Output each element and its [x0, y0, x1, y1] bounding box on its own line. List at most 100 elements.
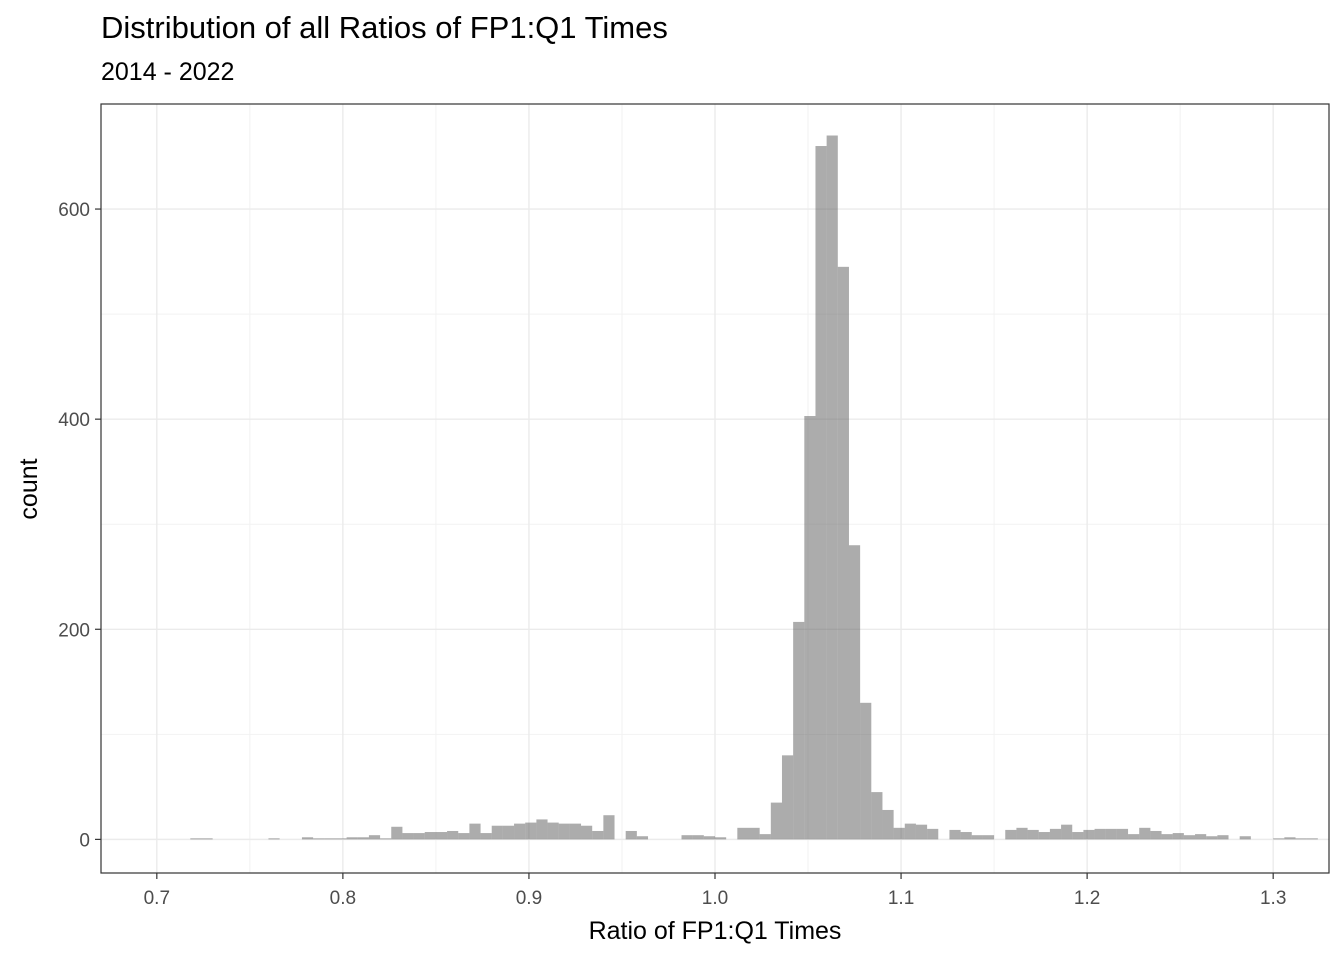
histogram-bar	[1284, 837, 1296, 840]
histogram-bar	[391, 826, 403, 840]
histogram-bar	[848, 545, 861, 840]
histogram-bar	[313, 838, 325, 840]
histogram-bar	[748, 827, 760, 840]
histogram-bar	[793, 621, 805, 840]
x-axis-title: Ratio of FP1:Q1 Times	[589, 917, 842, 945]
y-tick-label: 400	[58, 410, 90, 431]
histogram-bar	[636, 836, 649, 840]
x-tick-label: 1.1	[888, 888, 914, 909]
histogram-bar	[435, 832, 448, 840]
histogram-bar	[1128, 834, 1140, 840]
histogram-bar	[1083, 829, 1095, 840]
chart-subtitle: 2014 - 2022	[101, 58, 235, 86]
histogram-bar	[525, 822, 537, 840]
histogram-bar	[1195, 834, 1207, 840]
histogram-bar	[692, 835, 704, 840]
histogram-bar	[1183, 835, 1196, 840]
histogram-bar	[380, 838, 392, 840]
x-tick-label: 0.9	[516, 888, 542, 909]
histogram-bar	[346, 837, 358, 840]
histogram-bar	[715, 837, 727, 840]
histogram-bar	[547, 822, 559, 840]
histogram-bar	[1273, 838, 1285, 840]
histogram-bar	[1172, 833, 1184, 840]
histogram-bar	[536, 819, 548, 840]
histogram-bar	[837, 266, 849, 840]
histogram-bar	[781, 755, 794, 840]
histogram-bar	[592, 830, 604, 840]
histogram-bar	[1072, 832, 1084, 840]
histogram-bar	[1016, 827, 1028, 840]
histogram-bar	[1161, 834, 1173, 840]
histogram-bar	[871, 792, 883, 840]
y-tick-label: 600	[58, 200, 90, 221]
histogram-bar	[424, 832, 436, 840]
histogram-bar	[201, 838, 213, 840]
histogram-bar	[1217, 835, 1229, 840]
histogram-bar	[1005, 829, 1017, 840]
histogram-bar	[413, 833, 425, 840]
histogram-bar	[1049, 828, 1062, 840]
histogram-bar	[514, 823, 526, 840]
histogram-bar	[324, 838, 336, 840]
histogram-bar	[971, 835, 983, 840]
histogram-bar	[826, 135, 838, 840]
major-gridlines	[101, 104, 1329, 873]
histogram-bar	[335, 838, 347, 840]
histogram-bar	[737, 827, 749, 840]
histogram-bar	[1061, 824, 1073, 840]
x-axis: 0.7 0.8 0.9 1.0 1.1 1.2 1.3	[144, 873, 1286, 909]
histogram-bar	[1139, 827, 1151, 840]
histogram-bar	[1239, 836, 1251, 840]
chart-title: Distribution of all Ratios of FP1:Q1 Tim…	[101, 10, 668, 45]
histogram-bar	[1027, 829, 1039, 840]
histogram-bar	[759, 834, 771, 840]
histogram-bar	[882, 809, 894, 840]
y-axis-title: count	[15, 458, 43, 519]
histogram-bar	[480, 833, 492, 840]
histogram-bar	[1094, 828, 1106, 840]
histogram-bar	[1116, 828, 1129, 840]
histogram-bar	[469, 823, 481, 840]
x-tick-label: 0.7	[144, 888, 170, 909]
histogram-bar	[357, 837, 369, 840]
histogram-bar	[1105, 828, 1117, 840]
histogram-bar	[915, 824, 928, 840]
x-tick-label: 0.8	[330, 888, 356, 909]
histogram-bar	[804, 416, 816, 840]
y-axis: 0 200 400 600	[58, 200, 101, 851]
histogram-bar	[982, 835, 995, 840]
histogram-bars	[190, 135, 1318, 840]
y-tick-label: 0	[79, 830, 90, 851]
histogram-bar	[860, 702, 872, 840]
histogram-bar	[904, 823, 916, 840]
histogram-bar	[447, 830, 459, 840]
histogram-bar	[491, 825, 503, 840]
histogram-bar	[1150, 830, 1162, 840]
histogram-bar	[502, 825, 515, 840]
histogram-bar	[402, 833, 414, 840]
histogram-bar	[603, 815, 615, 840]
histogram-bar	[268, 838, 280, 840]
histogram-bar	[681, 835, 693, 840]
histogram-bar	[815, 146, 827, 840]
x-tick-label: 1.0	[702, 888, 728, 909]
histogram-bar	[190, 838, 202, 840]
histogram-bar	[949, 829, 961, 840]
histogram-bar	[703, 836, 715, 840]
histogram-bar	[301, 837, 314, 840]
y-tick-label: 200	[58, 620, 90, 641]
x-tick-label: 1.2	[1074, 888, 1100, 909]
histogram-bar	[1206, 836, 1218, 840]
histogram-bar	[1038, 832, 1050, 840]
histogram-bar	[927, 828, 939, 840]
histogram-bar	[458, 833, 470, 840]
histogram-bar	[893, 827, 905, 840]
histogram-bar	[368, 835, 381, 840]
x-tick-label: 1.3	[1260, 888, 1286, 909]
histogram-bar	[558, 823, 570, 840]
histogram-bar	[770, 802, 782, 840]
histogram-bar	[581, 825, 593, 840]
histogram-bar	[960, 832, 972, 840]
